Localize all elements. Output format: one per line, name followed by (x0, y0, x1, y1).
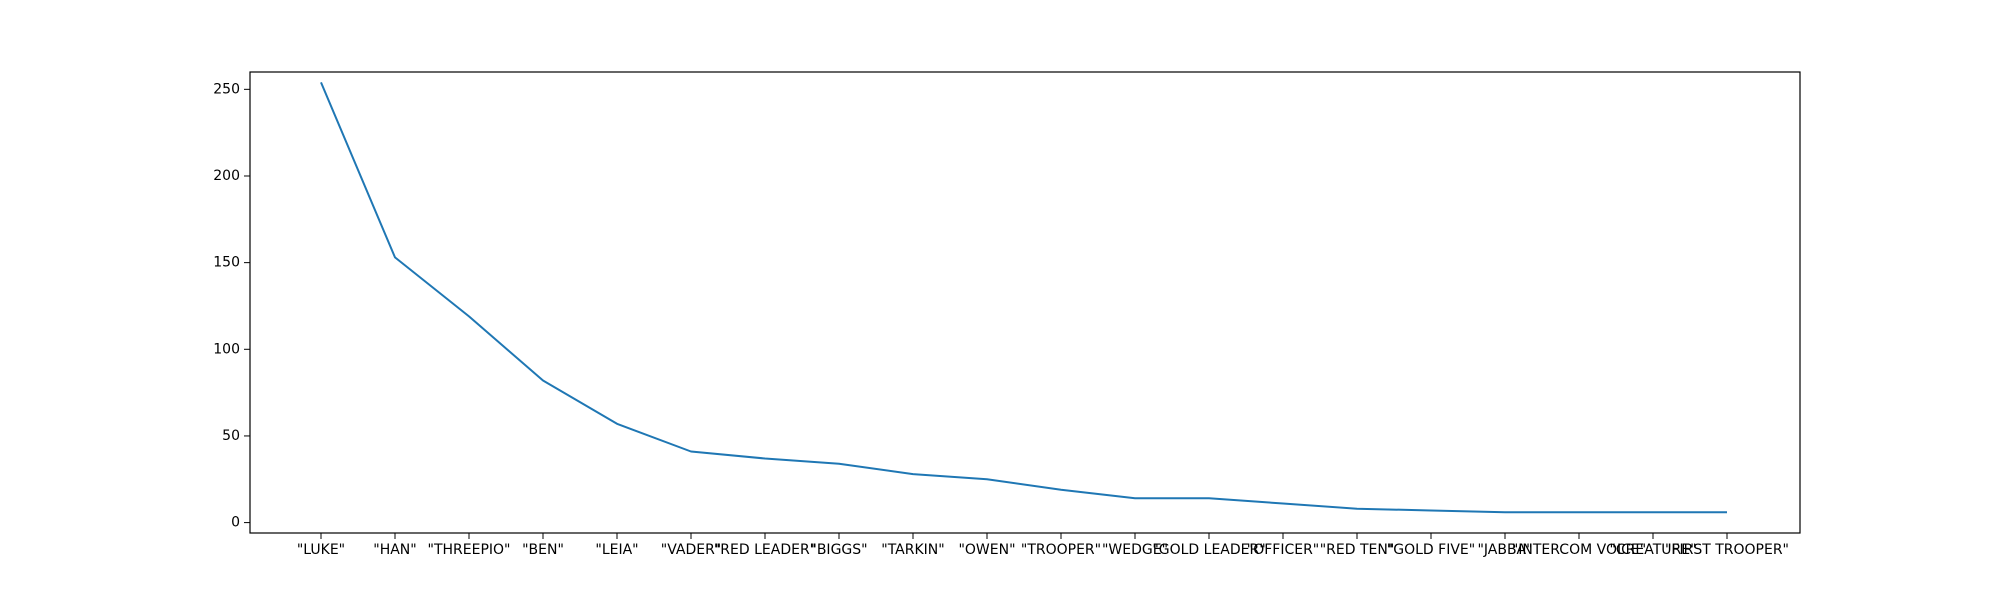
plot-frame (249, 71, 1801, 534)
y-tick-label: 100 (213, 341, 240, 357)
y-tick-label: 0 (231, 515, 240, 531)
x-tick-label: "RED TEN" (1320, 542, 1395, 558)
ticks-layer: 0 50 100 150 200 250 "LUKE" "HAN" "THREEPIO" "BEN… (213, 81, 1789, 558)
x-tick-label: "WEDGE" (1102, 542, 1168, 558)
x-tick-label: "OFFICER" (1247, 542, 1319, 558)
x-tick-label: "HAN" (373, 542, 416, 558)
y-tick-label: 200 (213, 168, 240, 184)
plot-area (250, 72, 1800, 533)
x-tick-label: "CREATURE" (1609, 542, 1696, 558)
series-line (320, 82, 1727, 514)
x-tick-label: "INTERCOM VOICE" (1512, 542, 1646, 558)
x-tick-label: "BEN" (522, 542, 564, 558)
x-tick-label: "OWEN" (958, 542, 1015, 558)
x-tick-label: "RED LEADER" (714, 542, 816, 558)
series-layer (320, 82, 1727, 514)
x-tick-label: "GOLD FIVE" (1387, 542, 1475, 558)
x-tick-label: "VADER" (661, 542, 722, 558)
y-tick-label: 250 (213, 81, 240, 97)
x-tick-label: "GOLD LEADER" (1152, 542, 1265, 558)
x-tick-label: "FIRST TROOPER" (1665, 542, 1789, 558)
x-tick-label: "THREEPIO" (428, 542, 511, 558)
x-tick-label: "JABBA" (1477, 542, 1532, 558)
y-tick-label: 50 (222, 428, 240, 444)
x-tick-label: "BIGGS" (810, 542, 867, 558)
x-tick-label: "TROOPER" (1021, 542, 1101, 558)
x-tick-label: "TARKIN" (881, 542, 944, 558)
y-tick-label: 150 (213, 255, 240, 271)
x-tick-label: "LEIA" (595, 542, 638, 558)
x-tick-label: "LUKE" (297, 542, 345, 558)
